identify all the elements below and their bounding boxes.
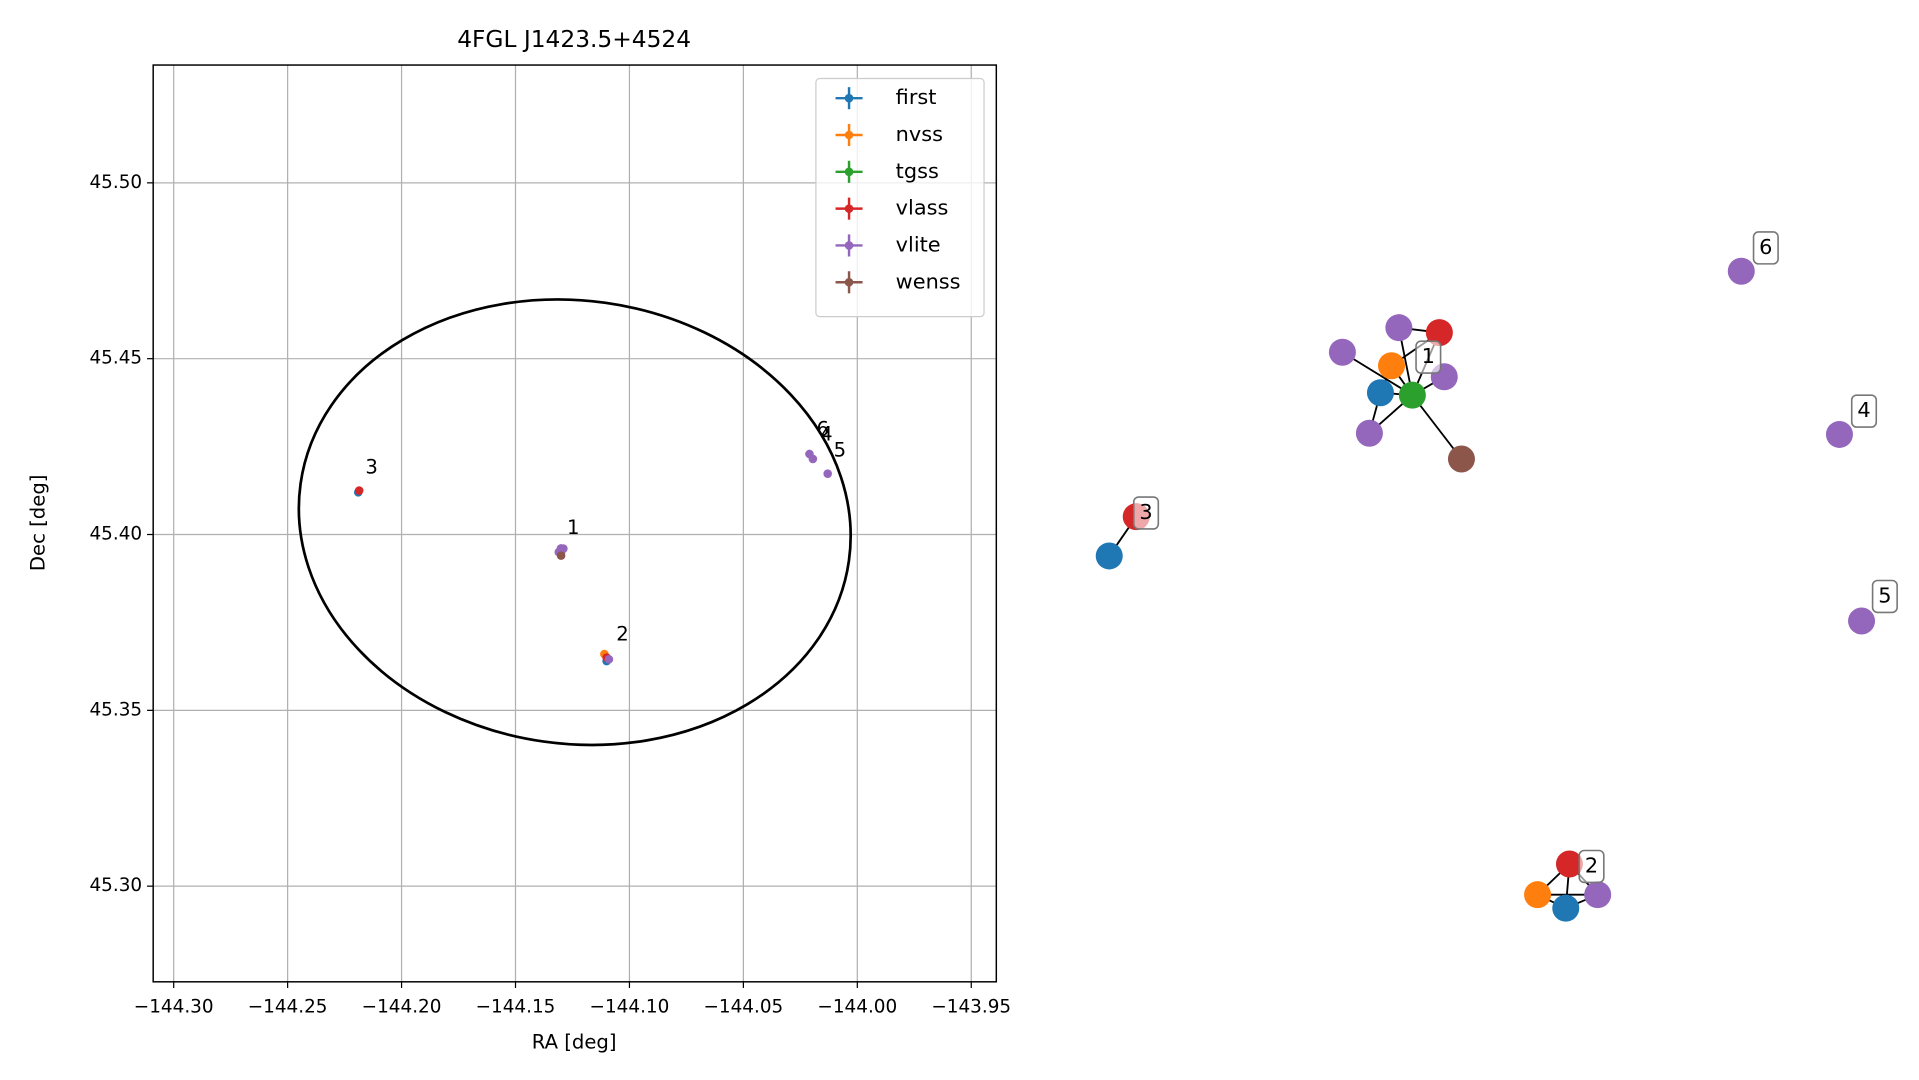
y-axis-label: Dec [deg] bbox=[27, 475, 50, 572]
graph-node bbox=[1328, 338, 1356, 366]
y-tick-label: 45.35 bbox=[89, 699, 142, 720]
legend-marker bbox=[844, 130, 854, 140]
data-point bbox=[556, 551, 566, 560]
graph-node bbox=[1848, 607, 1876, 635]
error-ellipse bbox=[297, 298, 853, 747]
annotation: 3 bbox=[365, 456, 378, 479]
node-label-box bbox=[1850, 394, 1878, 428]
x-tick-label: −144.30 bbox=[134, 997, 214, 1018]
annotation: 6 bbox=[817, 418, 830, 441]
x-tick-label: −144.20 bbox=[362, 997, 442, 1018]
node-label-box bbox=[1132, 496, 1160, 530]
node-label: 4 bbox=[1857, 398, 1870, 422]
graph-node bbox=[1398, 381, 1426, 409]
graph-node bbox=[1378, 352, 1405, 380]
x-tick-label: −144.05 bbox=[703, 997, 783, 1018]
annotation: 4 bbox=[820, 423, 833, 446]
y-tick-label: 45.40 bbox=[89, 524, 142, 545]
node-label: 6 bbox=[1759, 235, 1772, 259]
annotation: 2 bbox=[616, 623, 629, 646]
annotation: 5 bbox=[834, 438, 847, 461]
legend-marker bbox=[844, 204, 854, 213]
node-label: 1 bbox=[1422, 344, 1435, 368]
data-point bbox=[604, 655, 614, 664]
legend-box bbox=[815, 77, 985, 318]
node-label-box bbox=[1871, 579, 1898, 614]
graph-node bbox=[1524, 881, 1552, 909]
graph-node bbox=[1727, 257, 1755, 285]
graph-node bbox=[1584, 881, 1612, 909]
legend: first nvss tgss vlass vlite wenss bbox=[815, 77, 985, 318]
legend-label: nvss bbox=[896, 122, 943, 146]
node-label: 5 bbox=[1878, 583, 1891, 607]
x-tick-label: −144.10 bbox=[590, 997, 670, 1018]
graph-node bbox=[1385, 314, 1413, 342]
legend-label: first bbox=[896, 85, 937, 109]
graph-edge bbox=[1341, 351, 1413, 396]
graph-node bbox=[1095, 542, 1123, 570]
data-point bbox=[805, 449, 814, 459]
node-label-box bbox=[1578, 849, 1605, 884]
annotation: 1 bbox=[567, 516, 580, 539]
graph-node bbox=[1555, 850, 1583, 878]
legend-label: vlite bbox=[896, 232, 941, 256]
legend-label: vlass bbox=[896, 196, 949, 220]
node-label-box bbox=[1415, 340, 1442, 374]
node-label-box bbox=[1752, 231, 1779, 265]
graph-node bbox=[1552, 894, 1580, 922]
graph-node bbox=[1425, 319, 1453, 347]
x-tick-label: −143.95 bbox=[931, 997, 1011, 1018]
data-point bbox=[354, 486, 364, 495]
graph-node bbox=[1447, 445, 1475, 473]
legend-label: wenss bbox=[896, 269, 961, 293]
legend-marker bbox=[844, 277, 854, 287]
plot-frame bbox=[152, 64, 998, 983]
legend-marker bbox=[844, 93, 854, 103]
legend-marker bbox=[844, 167, 854, 177]
chart-title: 4FGL J1423.5+4524 bbox=[457, 26, 691, 53]
x-tick-label: −144.25 bbox=[248, 997, 328, 1018]
data-point bbox=[823, 469, 832, 478]
graph-node bbox=[1825, 420, 1853, 448]
graph-node bbox=[1366, 379, 1394, 407]
x-tick-label: −144.00 bbox=[817, 997, 897, 1018]
legend-marker bbox=[844, 241, 854, 250]
y-tick-label: 45.45 bbox=[89, 348, 142, 369]
y-tick-label: 45.30 bbox=[89, 875, 142, 896]
graph-node bbox=[1355, 419, 1383, 447]
legend-label: tgss bbox=[896, 159, 939, 183]
x-tick-label: −144.15 bbox=[476, 997, 556, 1018]
y-tick-label: 45.50 bbox=[89, 172, 142, 193]
node-label: 2 bbox=[1585, 853, 1598, 877]
node-label: 3 bbox=[1139, 500, 1152, 524]
x-axis-label: RA [deg] bbox=[532, 1031, 617, 1054]
